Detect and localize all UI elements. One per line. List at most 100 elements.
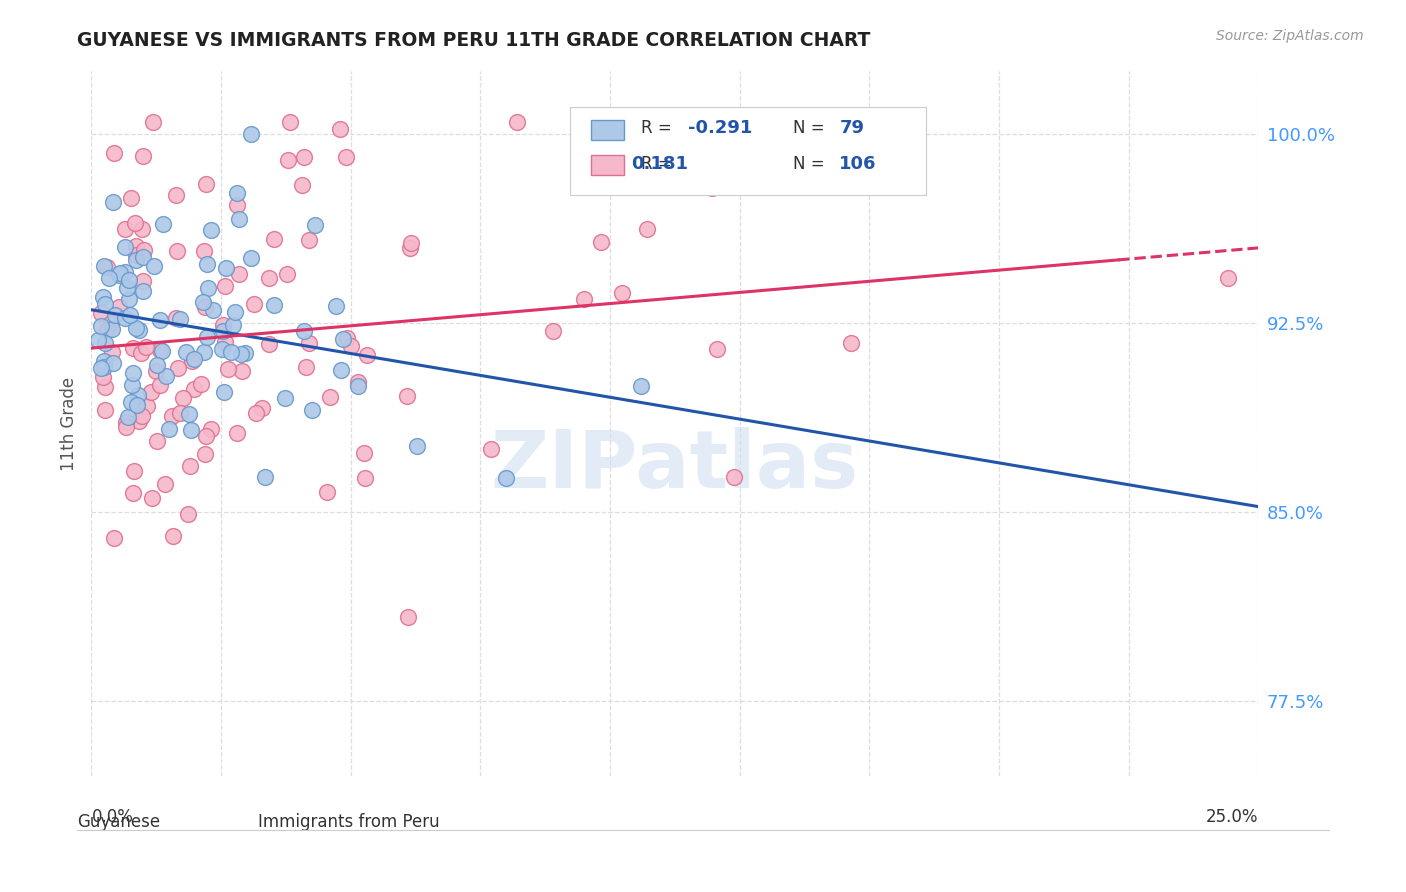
Point — [759, 149, 782, 163]
Point — [263, 232, 285, 246]
Point — [179, 458, 201, 473]
Point — [723, 469, 745, 483]
Point — [93, 354, 115, 368]
Point — [165, 311, 187, 326]
Point — [194, 429, 217, 443]
Point — [131, 409, 153, 424]
Point — [841, 336, 863, 351]
Point — [177, 507, 200, 521]
Point — [107, 300, 129, 314]
Point — [274, 392, 297, 406]
FancyBboxPatch shape — [591, 155, 623, 175]
Point — [356, 348, 378, 362]
Point — [706, 342, 728, 356]
Point — [169, 311, 191, 326]
Point — [90, 306, 112, 320]
Point — [117, 410, 139, 425]
Point — [134, 243, 156, 257]
Point — [253, 470, 276, 484]
Point — [495, 471, 517, 485]
Point — [183, 352, 205, 367]
Point — [94, 336, 117, 351]
Text: 79: 79 — [839, 120, 865, 137]
Point — [630, 379, 652, 393]
Point — [166, 244, 188, 258]
Point — [353, 470, 375, 484]
Point — [103, 308, 125, 322]
Text: 106: 106 — [839, 154, 877, 173]
Point — [146, 434, 169, 449]
Point — [506, 114, 529, 128]
Point — [211, 343, 233, 357]
Point — [250, 401, 273, 415]
Point — [131, 250, 153, 264]
Point — [149, 377, 172, 392]
Point — [180, 354, 202, 368]
FancyBboxPatch shape — [39, 812, 72, 831]
Point — [329, 121, 352, 136]
Text: Source: ZipAtlas.com: Source: ZipAtlas.com — [1216, 29, 1364, 44]
Text: R =: R = — [641, 154, 678, 173]
Point — [114, 311, 136, 326]
Point — [96, 260, 118, 275]
Point — [197, 330, 219, 344]
Point — [231, 364, 253, 378]
Point — [157, 422, 180, 436]
Point — [193, 344, 215, 359]
Point — [132, 149, 155, 163]
Point — [226, 186, 249, 200]
Point — [118, 292, 141, 306]
Y-axis label: 11th Grade: 11th Grade — [60, 376, 79, 471]
Point — [541, 324, 564, 338]
Point — [340, 339, 363, 353]
Point — [125, 247, 148, 261]
Point — [129, 346, 152, 360]
Point — [100, 316, 122, 330]
Point — [636, 221, 658, 235]
Point — [122, 366, 145, 380]
Point — [120, 394, 142, 409]
Point — [278, 114, 301, 128]
Point — [572, 292, 595, 306]
Text: 25.0%: 25.0% — [1206, 808, 1258, 826]
Point — [91, 290, 114, 304]
Point — [214, 279, 236, 293]
Point — [90, 318, 112, 333]
Point — [87, 334, 110, 348]
Point — [108, 268, 131, 282]
Point — [315, 485, 337, 500]
Text: ZIPatlas: ZIPatlas — [491, 427, 859, 505]
Point — [226, 198, 249, 212]
Point — [201, 302, 224, 317]
FancyBboxPatch shape — [219, 812, 253, 831]
Point — [149, 313, 172, 327]
Point — [150, 343, 173, 358]
Point — [479, 442, 502, 456]
Point — [142, 114, 165, 128]
Point — [155, 368, 177, 383]
Point — [396, 609, 419, 624]
Point — [176, 344, 198, 359]
Point — [149, 343, 172, 358]
Point — [103, 145, 125, 160]
Point — [128, 414, 150, 428]
Point — [301, 403, 323, 417]
Point — [121, 486, 143, 500]
Point — [136, 399, 159, 413]
Point — [194, 300, 217, 314]
Text: R =: R = — [641, 120, 678, 137]
Point — [152, 217, 174, 231]
Point — [91, 369, 114, 384]
Point — [121, 190, 143, 204]
Point — [162, 529, 184, 543]
Point — [277, 153, 299, 168]
Point — [172, 392, 194, 406]
FancyBboxPatch shape — [569, 107, 925, 194]
Point — [347, 379, 370, 393]
Text: 0.181: 0.181 — [631, 154, 688, 173]
Point — [200, 422, 222, 436]
Point — [229, 346, 252, 360]
Point — [214, 334, 236, 349]
Point — [700, 181, 723, 195]
Point — [217, 361, 239, 376]
